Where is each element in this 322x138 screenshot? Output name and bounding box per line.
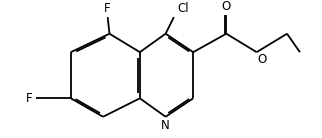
Text: N: N (161, 119, 170, 132)
Text: O: O (222, 0, 231, 14)
Text: O: O (258, 53, 267, 66)
Text: F: F (104, 2, 111, 15)
Text: F: F (26, 92, 32, 105)
Text: Cl: Cl (177, 2, 189, 15)
